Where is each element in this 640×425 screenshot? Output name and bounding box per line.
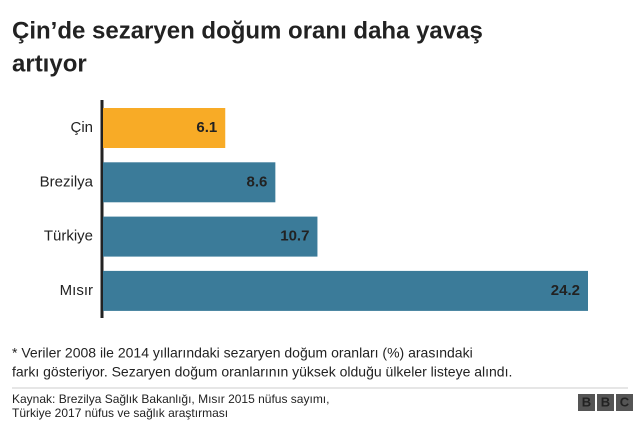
logo-box bbox=[597, 394, 614, 411]
source: Kaynak: Brezilya Sağlık Bakanlığı, Mısır… bbox=[12, 392, 329, 406]
logo-letter: B bbox=[601, 394, 610, 409]
logo-box bbox=[616, 394, 633, 411]
y-tick-label: Mısır bbox=[60, 282, 93, 299]
logo-letter: C bbox=[620, 394, 630, 409]
value-label: 24.2 bbox=[551, 282, 580, 299]
value-label: 6.1 bbox=[196, 119, 217, 136]
chart-title: Çin’de sezaryen doğum oranı daha yavaş bbox=[12, 17, 483, 44]
y-tick-label: Çin bbox=[70, 119, 93, 136]
value-label: 8.6 bbox=[246, 173, 267, 190]
y-tick-label: Türkiye bbox=[44, 228, 93, 245]
chart-title: artıyor bbox=[12, 50, 87, 77]
value-label: 10.7 bbox=[280, 228, 309, 245]
source: Türkiye 2017 nüfus ve sağlık araştırması bbox=[12, 406, 228, 420]
logo-letter: B bbox=[582, 394, 591, 409]
logo-box bbox=[578, 394, 595, 411]
footnote: farkı gösteriyor. Sezaryen doğum oranlar… bbox=[12, 364, 512, 380]
bar bbox=[103, 216, 318, 257]
footnote: * Veriler 2008 ile 2014 yıllarındaki sez… bbox=[12, 345, 473, 361]
bar bbox=[103, 270, 588, 311]
bar bbox=[103, 108, 226, 148]
y-tick-label: Brezilya bbox=[40, 173, 94, 190]
bar bbox=[103, 162, 276, 203]
